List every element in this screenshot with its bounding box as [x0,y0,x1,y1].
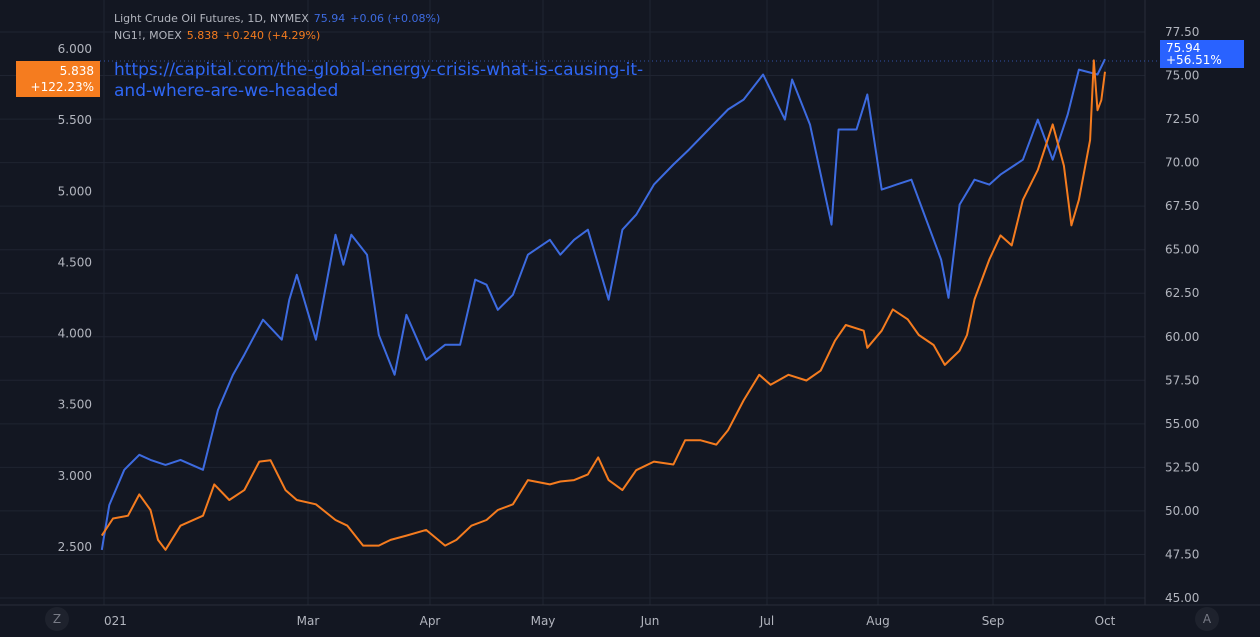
right-axis-tick: 62.50 [1165,286,1199,300]
left-axis-tick: 2.500 [58,540,92,554]
legend-crude[interactable]: Light Crude Oil Futures, 1D, NYMEX 75.94 +… [114,10,445,27]
right-axis-tick: 72.50 [1165,112,1199,126]
x-axis-tick: Mar [297,614,320,628]
right-axis-tick: 45.00 [1165,591,1199,605]
crude-price: 75.94 [1166,41,1201,55]
right-axis-tick: 57.50 [1165,373,1199,387]
x-axis-tick: Sep [982,614,1005,628]
legend-crude-last: 75.94 [313,12,346,25]
right-axis-tick: 67.50 [1165,199,1199,213]
legend-gas[interactable]: NG1!, MOEX 5.838 +0.240 (+4.29%) [114,27,445,44]
source-link[interactable]: https://capital.com/the-global-energy-cr… [114,60,644,101]
right-axis-tick: 77.50 [1165,25,1199,39]
crude-price-badge: 75.94 +56.51% [1160,40,1244,68]
right-axis-tick: 70.00 [1165,156,1199,170]
crude-percent: +56.51% [1166,53,1222,67]
left-axis-tick: 4.000 [58,327,92,341]
left-axis-tick: 5.500 [58,113,92,127]
legend-gas-name: NG1!, MOEX [114,29,182,42]
gas-price: 5.838 [59,64,94,78]
left-axis-tick: 5.000 [58,184,92,198]
x-axis-tick: Aug [866,614,889,628]
right-axis-tick: 75.00 [1165,69,1199,83]
legend: Light Crude Oil Futures, 1D, NYMEX 75.94 +… [114,10,445,44]
x-axis-tick: Jun [640,614,660,628]
legend-gas-change: +0.240 (+4.29%) [223,29,321,42]
right-axis-tick: 60.00 [1165,330,1199,344]
left-axis-tick: 3.000 [58,469,92,483]
crude-oil-line [100,58,1106,551]
right-axis-tick: 50.00 [1165,504,1199,518]
right-axis-tick: 65.00 [1165,243,1199,257]
grid [0,0,1145,605]
left-axis-tick: 3.500 [58,398,92,412]
x-axis-tick: 021 [104,614,127,628]
legend-crude-change: +0.06 (+0.08%) [350,12,441,25]
legend-crude-name: Light Crude Oil Futures, 1D, NYMEX [114,12,309,25]
zoom-reset-button[interactable]: Z [45,607,69,631]
right-axis-tick: 55.00 [1165,417,1199,431]
right-axis-tick: 47.50 [1165,547,1199,561]
legend-gas-last: 5.838 [186,29,219,42]
gas-percent: +122.23% [30,80,94,94]
left-axis-tick: 4.500 [58,255,92,269]
tick-labels: 45.00 47.50 50.00 52.50 55.00 57.50 60.00 62.50… [58,25,1200,628]
left-axis-tick: 6.000 [58,42,92,56]
right-axis-tick: 52.50 [1165,460,1199,474]
gas-price-badge: 5.838 +122.23% [16,61,100,97]
auto-scale-button[interactable]: A [1195,607,1219,631]
x-axis-tick: Oct [1095,614,1116,628]
x-axis-tick: May [531,614,556,628]
x-axis-tick: Apr [420,614,441,628]
x-axis-tick: Jul [759,614,774,628]
series-layer [100,58,1106,551]
natural-gas-line [100,59,1106,551]
